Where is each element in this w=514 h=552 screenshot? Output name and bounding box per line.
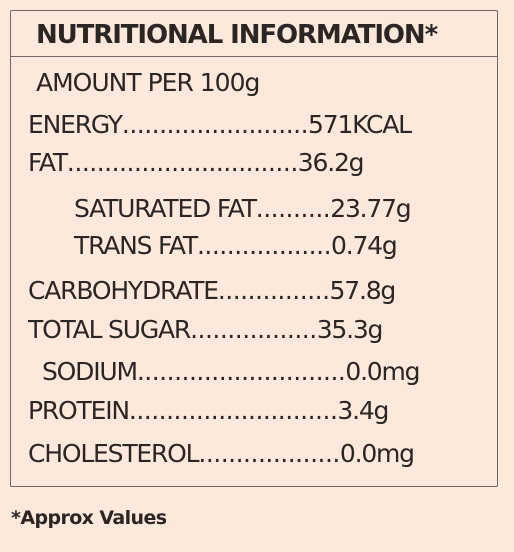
nutrient-value: 0.0mg bbox=[339, 439, 415, 468]
leader-dots: ............................ bbox=[136, 357, 346, 386]
nutrient-label: SATURATED FAT bbox=[74, 194, 257, 223]
nutrient-row-trans-fat: TRANS FAT..................0.74g bbox=[74, 231, 398, 261]
leader-dots: ............... bbox=[217, 276, 330, 305]
nutrient-label: CARBOHYDRATE bbox=[28, 276, 219, 305]
nutrient-row-saturated-fat: SATURATED FAT..........23.77g bbox=[74, 194, 412, 224]
leader-dots: ................. bbox=[190, 315, 317, 344]
nutrient-row-carbohydrate: CARBOHYDRATE...............57.8g bbox=[28, 276, 397, 306]
leader-dots: ......................... bbox=[121, 110, 309, 139]
panel-title: NUTRITIONAL INFORMATION* bbox=[36, 20, 438, 50]
nutrient-value: 3.4g bbox=[337, 396, 389, 425]
nutrition-panel: NUTRITIONAL INFORMATION* AMOUNT PER 100g… bbox=[10, 10, 498, 487]
nutrient-row-cholesterol: CHOLESTEROL...................0.0mg bbox=[28, 439, 415, 469]
leader-dots: ................... bbox=[198, 439, 340, 468]
nutrient-row-fat: FAT...............................36.2g bbox=[28, 148, 365, 178]
leader-dots: ............................ bbox=[128, 396, 338, 425]
nutrient-row-total-sugar: TOTAL SUGAR.................35.3g bbox=[28, 315, 384, 345]
nutrient-label: PROTEIN bbox=[28, 396, 130, 425]
leader-dots: .................. bbox=[196, 231, 332, 260]
nutrient-value: 0.0mg bbox=[345, 357, 420, 386]
nutrient-value: 571KCAL bbox=[308, 110, 412, 139]
leader-dots: .......... bbox=[255, 194, 331, 223]
nutrient-label: CHOLESTEROL bbox=[28, 439, 200, 468]
panel-title-bar: NUTRITIONAL INFORMATION* bbox=[11, 11, 497, 57]
nutrient-label: ENERGY bbox=[28, 110, 123, 139]
nutrient-value: 23.77g bbox=[330, 194, 411, 223]
nutrient-value: 57.8g bbox=[329, 276, 397, 305]
nutrient-label: SODIUM bbox=[42, 357, 138, 386]
nutrient-label: TOTAL SUGAR bbox=[28, 315, 191, 344]
amount-per-heading: AMOUNT PER 100g bbox=[36, 68, 260, 97]
nutrient-row-sodium: SODIUM............................0.0mg bbox=[42, 357, 421, 387]
nutrient-label: TRANS FAT bbox=[74, 231, 198, 260]
approx-values-footnote: *Approx Values bbox=[11, 507, 167, 529]
leader-dots: ............................... bbox=[66, 148, 298, 177]
nutrient-value: 0.74g bbox=[331, 231, 398, 260]
nutrient-label: FAT bbox=[28, 148, 68, 177]
nutrient-row-protein: PROTEIN............................3.4g bbox=[28, 396, 389, 426]
nutrient-row-energy: ENERGY.........................571KCAL bbox=[28, 110, 412, 140]
nutrient-value: 36.2g bbox=[297, 148, 365, 177]
nutrient-value: 35.3g bbox=[316, 315, 384, 344]
